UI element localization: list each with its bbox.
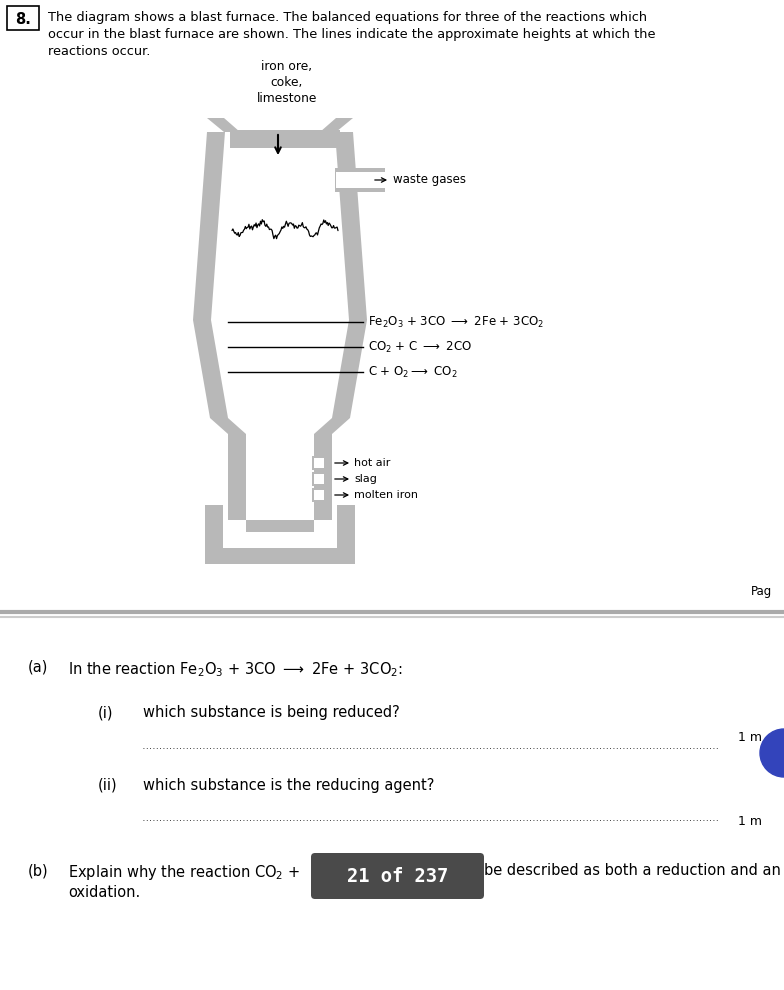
Bar	[205, 505, 223, 563]
Text: C + O$_2$$\longrightarrow$ CO$_2$: C + O$_2$$\longrightarrow$ CO$_2$	[368, 364, 458, 379]
Bar	[312, 472, 326, 486]
Bar	[314, 458, 324, 468]
Bar	[205, 548, 355, 564]
Text: slag: slag	[354, 474, 377, 484]
Text: molten iron: molten iron	[354, 490, 418, 500]
Text: 1 m: 1 m	[738, 731, 762, 744]
Text: In the reaction Fe$_2$O$_3$ + 3CO $\longrightarrow$ 2Fe + 3CO$_2$:: In the reaction Fe$_2$O$_3$ + 3CO $\long…	[68, 660, 403, 679]
Polygon shape	[314, 132, 367, 434]
Polygon shape	[193, 132, 246, 434]
Bar	[312, 456, 326, 470]
Text: hot air: hot air	[354, 458, 390, 468]
Text: waste gases: waste gases	[393, 173, 466, 186]
Bar	[314, 474, 324, 484]
Text: (b): (b)	[28, 863, 49, 878]
Text: (i): (i)	[98, 705, 114, 720]
Text: oxidation.: oxidation.	[68, 885, 140, 900]
Bar	[336, 172, 386, 188]
FancyBboxPatch shape	[311, 853, 484, 899]
Text: Explain why the reaction CO$_2$ +: Explain why the reaction CO$_2$ +	[68, 863, 302, 882]
Bar	[314, 490, 324, 500]
Bar	[335, 168, 385, 192]
Text: which substance is being reduced?: which substance is being reduced?	[143, 705, 400, 720]
Bar	[230, 130, 340, 148]
Bar	[228, 434, 246, 520]
Text: 8.: 8.	[15, 12, 31, 27]
Bar	[314, 434, 332, 520]
Text: which substance is the reducing agent?: which substance is the reducing agent?	[143, 778, 434, 793]
Text: Fe$_2$O$_3$ + 3CO $\longrightarrow$ 2Fe + 3CO$_2$: Fe$_2$O$_3$ + 3CO $\longrightarrow$ 2Fe …	[368, 315, 544, 330]
Bar	[246, 520, 314, 532]
Text: 1 m: 1 m	[738, 815, 762, 828]
Text: 21 of 237: 21 of 237	[347, 866, 448, 885]
Text: (a): (a)	[28, 660, 49, 675]
Text: be described as both a reduction and an: be described as both a reduction and an	[484, 863, 781, 878]
Text: iron ore,
coke,
limestone: iron ore, coke, limestone	[257, 60, 318, 105]
Text: (ii): (ii)	[98, 778, 118, 793]
Text: CO$_2$ + C $\longrightarrow$ 2CO: CO$_2$ + C $\longrightarrow$ 2CO	[368, 340, 472, 354]
Circle shape	[760, 729, 784, 777]
FancyBboxPatch shape	[7, 6, 39, 30]
Polygon shape	[207, 118, 240, 132]
Bar	[337, 505, 355, 563]
Text: Pag: Pag	[751, 585, 772, 598]
Bar	[312, 488, 326, 502]
Text: The diagram shows a blast furnace. The balanced equations for three of the react: The diagram shows a blast furnace. The b…	[48, 11, 655, 58]
Polygon shape	[320, 118, 353, 132]
